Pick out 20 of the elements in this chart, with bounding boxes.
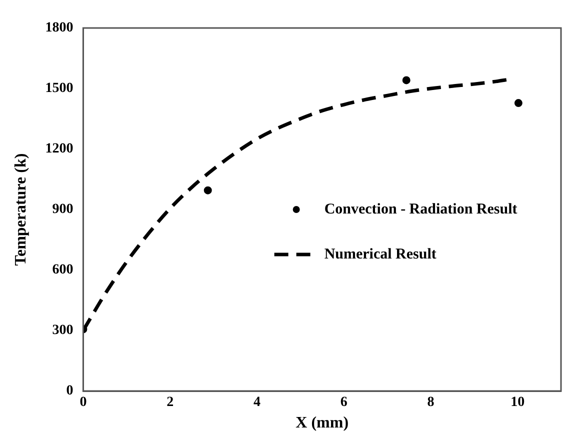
point bbox=[204, 186, 212, 194]
x-tick-label: 8 bbox=[427, 395, 434, 410]
x-tick-label: 2 bbox=[166, 395, 174, 410]
y-tick-label: 300 bbox=[52, 323, 74, 338]
y-tick-label: 0 bbox=[66, 384, 74, 399]
y-tick-label: 600 bbox=[52, 262, 74, 278]
x-tick-label: 10 bbox=[510, 395, 525, 410]
point bbox=[514, 99, 522, 108]
x-tick-label: 0 bbox=[80, 395, 87, 410]
legend-label: Convection - Radiation Result bbox=[324, 201, 518, 218]
x-tick-label: 6 bbox=[340, 395, 348, 410]
point bbox=[402, 76, 410, 84]
x-tick-label: 4 bbox=[253, 395, 260, 410]
y-tick-label: 1200 bbox=[45, 142, 74, 157]
y-tick-label: 1800 bbox=[45, 20, 74, 36]
y-tick-label: 1500 bbox=[45, 81, 74, 96]
x-axis-title: X (mm) bbox=[296, 414, 349, 432]
y-axis-title: Temperature (k) bbox=[12, 153, 30, 266]
legend-label: Numerical Result bbox=[324, 246, 436, 262]
y-tick-label: 900 bbox=[52, 202, 74, 218]
